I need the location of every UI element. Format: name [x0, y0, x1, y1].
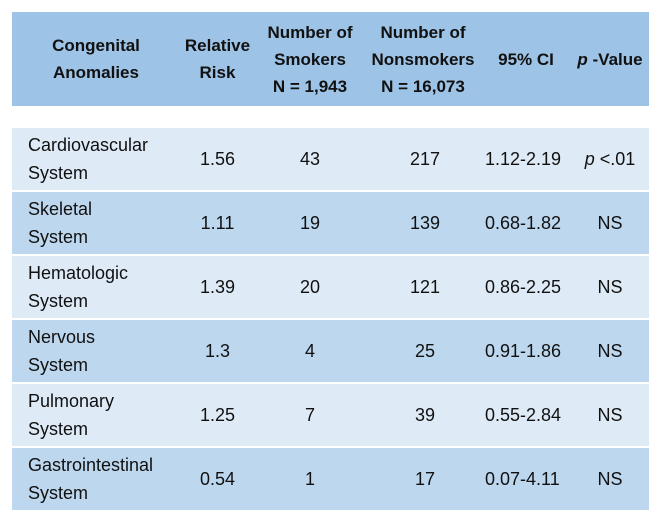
header-text: Congenital: [52, 36, 140, 55]
anomaly-label: System: [28, 163, 89, 183]
header-text: Number of: [380, 22, 466, 42]
p-value-cell: NS: [571, 465, 649, 493]
table-row: Cardiovascular System 1.56 43 217 1.12-2.19 p …: [12, 128, 649, 192]
anomaly-cell: Skeletal System: [12, 195, 180, 251]
header-text: p: [577, 49, 588, 69]
header-relative-risk: Relative Risk: [180, 32, 255, 86]
table-row: Gastrointestinal System 0.54 1 17 0.07-4.11 NS: [12, 448, 649, 512]
anomaly-label: Skeletal: [28, 199, 93, 219]
anomaly-cell: Cardiovascular System: [12, 131, 180, 187]
relative-risk-cell: 1.39: [199, 277, 236, 297]
p-value-text: <.01: [594, 149, 636, 169]
anomaly-cell: Nervous System: [12, 323, 180, 379]
nonsmokers-cell: 25: [414, 341, 436, 361]
anomaly-label: System: [28, 227, 89, 247]
ci-cell: 0.55-2.84: [485, 405, 562, 425]
header-gap: [12, 110, 649, 128]
anomaly-label: Hematologic: [28, 263, 129, 283]
relative-risk-cell: 1.25: [199, 405, 236, 425]
header-text: Nonsmokers: [371, 49, 475, 69]
relative-risk-cell: 1.3: [204, 341, 231, 361]
header-ci: 95% CI: [498, 49, 554, 69]
anomaly-label: Pulmonary: [28, 391, 115, 411]
smokers-cell: 19: [299, 213, 321, 233]
header-congenital-anomalies: Congenital Anomalies: [12, 32, 180, 86]
ci-cell: 0.91-1.86: [485, 341, 562, 361]
table-row: Skeletal System 1.11 19 139 0.68-1.82 NS: [12, 192, 649, 256]
header-text: Risk: [199, 63, 236, 82]
p-italic: p: [584, 149, 595, 169]
nonsmokers-cell: 121: [409, 277, 441, 297]
header-text: N = 16,073: [381, 76, 465, 96]
header-text: Anomalies: [53, 63, 139, 82]
relative-risk-cell: 1.56: [199, 149, 236, 169]
p-value-text: NS: [597, 341, 623, 361]
header-text: Relative: [184, 36, 251, 55]
header-smokers: Number of Smokers N = 1,943: [255, 19, 365, 100]
relative-risk-cell: 0.54: [199, 469, 236, 489]
header-text: Smokers: [274, 49, 346, 69]
smokers-cell: 43: [299, 149, 321, 169]
relative-risk-cell: 1.11: [200, 213, 235, 233]
p-value-text: NS: [597, 469, 623, 489]
p-value-text: NS: [597, 277, 623, 297]
nonsmokers-cell: 17: [414, 469, 436, 489]
table-row: Hematologic System 1.39 20 121 0.86-2.25 NS: [12, 256, 649, 320]
data-table: Congenital Anomalies Relative Risk Numbe…: [12, 12, 649, 512]
ci-cell: 0.07-4.11: [485, 469, 560, 489]
p-value-cell: NS: [571, 273, 649, 301]
p-value-text: NS: [597, 213, 623, 233]
anomaly-label: Nervous: [28, 327, 96, 347]
p-value-cell: NS: [571, 337, 649, 365]
header-text: Number of: [267, 22, 353, 42]
p-value-text: NS: [597, 405, 623, 425]
nonsmokers-cell: 217: [409, 149, 441, 169]
smokers-cell: 4: [304, 341, 315, 361]
p-value-cell: p <.01: [571, 145, 649, 173]
p-value-cell: NS: [571, 401, 649, 429]
ci-cell: 1.12-2.19: [485, 149, 562, 169]
smokers-cell: 1: [304, 469, 315, 489]
table-body: Cardiovascular System 1.56 43 217 1.12-2.19 p …: [12, 128, 649, 512]
p-value-cell: NS: [571, 209, 649, 237]
header-nonsmokers: Number of Nonsmokers N = 16,073: [365, 19, 481, 100]
header-text: N = 1,943: [272, 76, 348, 96]
ci-cell: 0.86-2.25: [485, 277, 562, 297]
anomaly-cell: Gastrointestinal System: [12, 451, 180, 507]
anomaly-label: Gastrointestinal: [28, 455, 154, 475]
anomaly-cell: Pulmonary System: [12, 387, 180, 443]
anomaly-cell: Hematologic System: [12, 259, 180, 315]
ci-cell: 0.68-1.82: [485, 213, 562, 233]
anomaly-label: Cardiovascular: [28, 135, 149, 155]
smokers-cell: 20: [299, 277, 321, 297]
anomaly-label: System: [28, 419, 89, 439]
nonsmokers-cell: 139: [409, 213, 441, 233]
anomaly-label: System: [28, 355, 89, 375]
header-text: -Value: [587, 49, 643, 69]
table-header: Congenital Anomalies Relative Risk Numbe…: [12, 12, 649, 110]
header-p-value: p -Value: [571, 46, 649, 73]
anomaly-label: System: [28, 291, 89, 311]
table-row: Nervous System 1.3 4 25 0.91-1.86 NS: [12, 320, 649, 384]
smokers-cell: 7: [304, 405, 315, 425]
nonsmokers-cell: 39: [414, 405, 436, 425]
anomaly-label: System: [28, 483, 89, 503]
table-row: Pulmonary System 1.25 7 39 0.55-2.84 NS: [12, 384, 649, 448]
